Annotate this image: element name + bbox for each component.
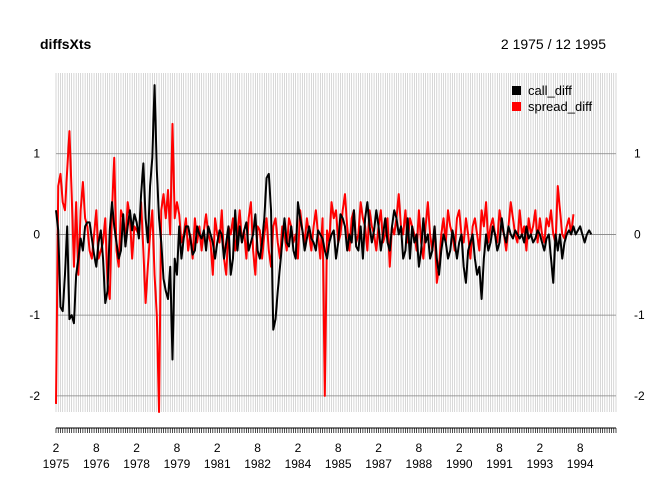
legend-swatch-spread-diff — [512, 102, 521, 111]
legend-swatch-call-diff — [512, 86, 521, 95]
x-tick-label-year: 1984 — [285, 457, 312, 471]
x-tick-label-year: 1988 — [406, 457, 433, 471]
x-tick-label-month: 2 — [536, 441, 543, 455]
x-tick-label-year: 1978 — [123, 457, 150, 471]
x-tick-label-month: 2 — [295, 441, 302, 455]
x-tick-label-year: 1994 — [567, 457, 594, 471]
date-range-label: 2 1975 / 12 1995 — [501, 36, 606, 52]
y-tick-label-right: 0 — [634, 227, 641, 241]
x-tick-label-year: 1990 — [446, 457, 473, 471]
x-tick-label-month: 8 — [174, 441, 181, 455]
x-tick-label-year: 1976 — [83, 457, 110, 471]
x-tick-label-year: 1993 — [526, 457, 553, 471]
x-tick-label-month: 2 — [375, 441, 382, 455]
y-tick-label-left: -1 — [29, 308, 40, 322]
legend-label-spread-diff: spread_diff — [528, 99, 592, 114]
y-tick-label-left: 1 — [33, 147, 40, 161]
y-tick-label-left: 0 — [33, 227, 40, 241]
series-lines — [55, 84, 593, 413]
y-tick-label-right: -1 — [634, 308, 645, 322]
y-tick-label-right: -2 — [634, 389, 645, 403]
series-line-call-diff — [55, 84, 593, 361]
x-tick-label-month: 8 — [496, 441, 503, 455]
legend: call_diff spread_diff — [512, 83, 592, 114]
x-axis: 2 1975 8 1976 2 1978 8 1979 2 1981 8 1982 2 1984 8 1985… — [43, 427, 617, 471]
x-tick-label-year: 1982 — [244, 457, 271, 471]
x-tick-label-year: 1981 — [204, 457, 231, 471]
chart-title: diffsXts — [40, 36, 92, 52]
x-tick-label-month: 8 — [93, 441, 100, 455]
y-axis-left: -2 -1 0 1 — [29, 147, 40, 403]
x-tick-label-year: 1987 — [365, 457, 392, 471]
y-tick-label-right: 1 — [634, 147, 641, 161]
x-tick-label-month: 8 — [254, 441, 261, 455]
x-tick-label-year: 1991 — [486, 457, 513, 471]
x-tick-label-year: 1985 — [325, 457, 352, 471]
legend-label-call-diff: call_diff — [528, 83, 572, 98]
x-tick-label-year: 1975 — [43, 457, 70, 471]
x-tick-label-month: 2 — [214, 441, 221, 455]
grid — [55, 73, 617, 412]
y-tick-label-left: -2 — [29, 389, 40, 403]
x-tick-label-month: 2 — [133, 441, 140, 455]
x-tick-label-month: 8 — [335, 441, 342, 455]
x-tick-label-month: 8 — [577, 441, 584, 455]
series-line-spread-diff — [55, 122, 575, 413]
x-tick-label-month: 2 — [53, 441, 60, 455]
y-axis-right: -2 -1 0 1 — [634, 147, 645, 403]
x-tick-label-month: 2 — [456, 441, 463, 455]
x-tick-label-month: 8 — [416, 441, 423, 455]
x-tick-label-year: 1979 — [164, 457, 191, 471]
